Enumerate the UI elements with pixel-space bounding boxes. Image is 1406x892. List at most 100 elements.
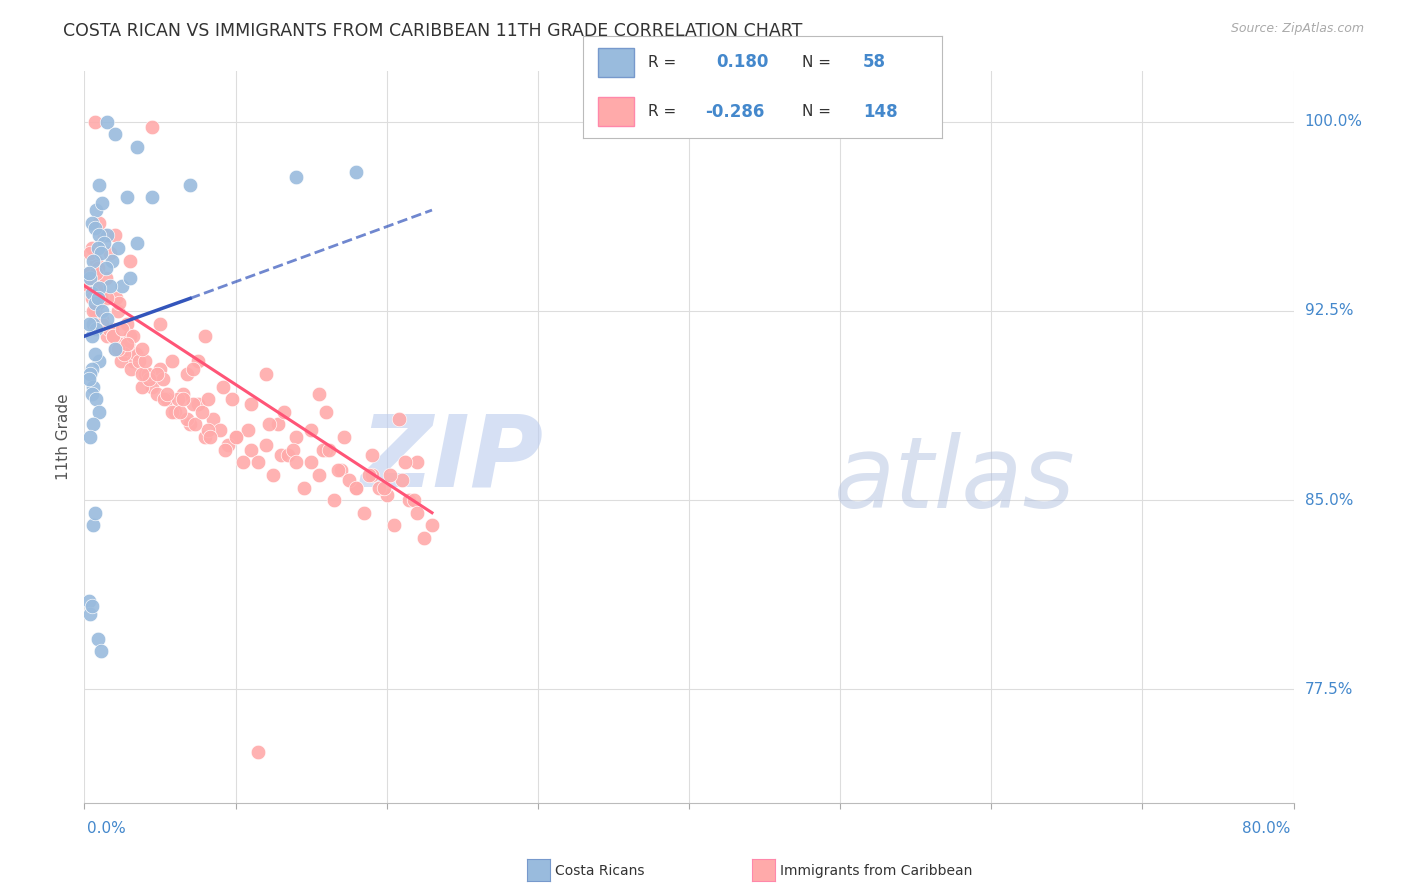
Point bbox=[97, 321, 120, 335]
Point bbox=[105, 291, 128, 305]
Point bbox=[89, 281, 111, 295]
Point bbox=[104, 128, 127, 142]
Point bbox=[156, 392, 179, 407]
Point bbox=[378, 467, 401, 482]
Point bbox=[100, 253, 122, 268]
Point bbox=[156, 387, 179, 401]
Text: Source: ZipAtlas.com: Source: ZipAtlas.com bbox=[1230, 22, 1364, 36]
Point bbox=[141, 379, 163, 393]
Point bbox=[406, 506, 429, 520]
Point bbox=[353, 506, 375, 520]
Point bbox=[84, 220, 107, 235]
Point bbox=[101, 329, 124, 343]
Point bbox=[183, 417, 205, 432]
Point bbox=[247, 745, 270, 759]
Point bbox=[107, 304, 129, 318]
Point bbox=[328, 463, 350, 477]
Point bbox=[96, 329, 118, 343]
Point bbox=[79, 607, 101, 621]
Point bbox=[125, 347, 148, 361]
Point bbox=[160, 354, 183, 368]
Point bbox=[197, 392, 219, 407]
Point bbox=[93, 317, 115, 331]
Point bbox=[90, 291, 112, 305]
Text: atlas: atlas bbox=[834, 433, 1076, 530]
Point bbox=[176, 367, 198, 381]
Point bbox=[284, 455, 308, 469]
Text: 92.5%: 92.5% bbox=[1305, 303, 1353, 318]
Point bbox=[111, 321, 134, 335]
Text: 0.180: 0.180 bbox=[716, 54, 769, 71]
Point bbox=[299, 455, 322, 469]
Point bbox=[118, 253, 141, 268]
Point bbox=[89, 216, 111, 230]
Text: Immigrants from Caribbean: Immigrants from Caribbean bbox=[780, 863, 973, 878]
Point bbox=[87, 296, 110, 310]
Point bbox=[115, 317, 138, 331]
Point bbox=[114, 342, 136, 356]
Point bbox=[167, 392, 190, 407]
Point bbox=[141, 190, 163, 204]
Point bbox=[149, 362, 172, 376]
Point bbox=[179, 417, 201, 432]
Point bbox=[153, 392, 176, 407]
Point bbox=[96, 291, 118, 305]
Point bbox=[111, 336, 134, 351]
Point bbox=[127, 347, 149, 361]
Point bbox=[270, 448, 292, 462]
Point bbox=[87, 291, 110, 305]
Point bbox=[80, 286, 103, 301]
Point bbox=[82, 379, 104, 393]
Point bbox=[91, 317, 114, 331]
Point bbox=[86, 203, 108, 218]
Point bbox=[93, 235, 115, 250]
Point bbox=[217, 437, 239, 451]
Point bbox=[402, 493, 425, 508]
Point bbox=[262, 467, 284, 482]
Bar bbox=[598, 48, 634, 77]
Point bbox=[254, 437, 277, 451]
Point bbox=[98, 278, 121, 293]
Point bbox=[201, 412, 224, 426]
Point bbox=[80, 362, 103, 376]
Point bbox=[357, 467, 380, 482]
Text: 77.5%: 77.5% bbox=[1305, 681, 1353, 697]
Point bbox=[146, 367, 169, 381]
Point bbox=[172, 392, 194, 407]
Point bbox=[127, 140, 149, 154]
Text: R =: R = bbox=[648, 104, 676, 120]
Text: 148: 148 bbox=[863, 103, 898, 120]
Point bbox=[79, 246, 101, 260]
Point bbox=[90, 644, 112, 658]
Point bbox=[239, 442, 262, 457]
Point bbox=[131, 379, 153, 393]
Point bbox=[112, 347, 135, 361]
Point bbox=[121, 329, 143, 343]
Point bbox=[79, 271, 101, 285]
Point bbox=[315, 405, 337, 419]
Text: 85.0%: 85.0% bbox=[1305, 492, 1353, 508]
Point bbox=[84, 347, 107, 361]
Point bbox=[87, 241, 110, 255]
Point bbox=[360, 448, 382, 462]
Point bbox=[382, 518, 405, 533]
Text: 80.0%: 80.0% bbox=[1243, 822, 1291, 837]
Point bbox=[221, 392, 243, 407]
Text: 58: 58 bbox=[863, 54, 886, 71]
Point bbox=[181, 362, 204, 376]
Point bbox=[107, 241, 129, 255]
Point bbox=[82, 317, 104, 331]
Point bbox=[77, 278, 100, 293]
Point bbox=[84, 506, 107, 520]
Y-axis label: 11th Grade: 11th Grade bbox=[56, 393, 72, 481]
Point bbox=[388, 412, 411, 426]
Point bbox=[100, 321, 122, 335]
Point bbox=[308, 467, 330, 482]
Point bbox=[373, 481, 395, 495]
Point bbox=[89, 278, 111, 293]
Text: 0.0%: 0.0% bbox=[87, 822, 127, 837]
Point bbox=[84, 296, 107, 310]
Point bbox=[77, 266, 100, 280]
Point bbox=[398, 493, 420, 508]
Point bbox=[281, 442, 304, 457]
